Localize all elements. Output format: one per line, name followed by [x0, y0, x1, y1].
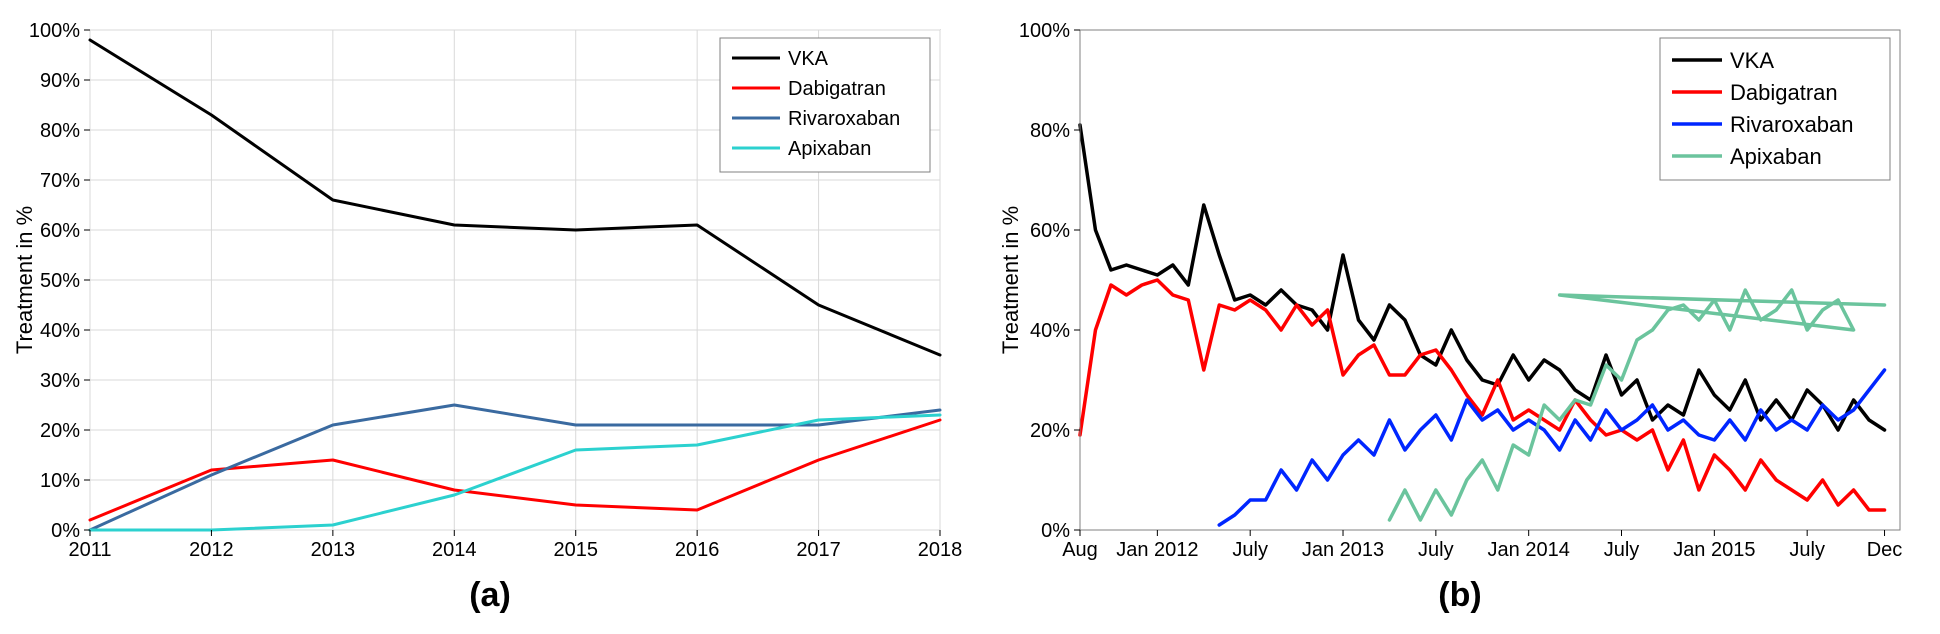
svg-text:2014: 2014 [432, 539, 477, 561]
svg-text:2011: 2011 [68, 539, 111, 561]
svg-text:Rivaroxaban: Rivaroxaban [1730, 112, 1854, 137]
svg-text:July: July [1604, 539, 1640, 561]
svg-text:Dabigatran: Dabigatran [788, 78, 886, 100]
svg-text:50%: 50% [40, 270, 80, 292]
panel-b-label: (b) [1438, 576, 1481, 615]
svg-text:100%: 100% [1019, 20, 1070, 42]
svg-text:80%: 80% [1030, 120, 1070, 142]
svg-text:Dec: Dec [1867, 539, 1903, 561]
chart-b-slot: 0%20%40%60%80%100%AugJan 2012JulyJan 201… [990, 10, 1930, 570]
panel-b: 0%20%40%60%80%100%AugJan 2012JulyJan 201… [990, 10, 1930, 615]
svg-text:90%: 90% [40, 70, 80, 92]
svg-text:Aug: Aug [1062, 539, 1098, 561]
svg-text:VKA: VKA [1730, 48, 1774, 73]
svg-text:100%: 100% [29, 20, 80, 42]
svg-text:20%: 20% [40, 420, 80, 442]
svg-text:July: July [1789, 539, 1825, 561]
chart-a-slot: 0%10%20%30%40%50%60%70%80%90%100%2011201… [10, 10, 970, 570]
svg-text:40%: 40% [40, 320, 80, 342]
svg-text:30%: 30% [40, 370, 80, 392]
svg-text:70%: 70% [40, 170, 80, 192]
svg-text:2017: 2017 [796, 539, 841, 561]
svg-text:Apixaban: Apixaban [788, 138, 871, 160]
svg-text:Jan 2012: Jan 2012 [1116, 539, 1198, 561]
svg-text:2015: 2015 [553, 539, 598, 561]
panel-a: 0%10%20%30%40%50%60%70%80%90%100%2011201… [10, 10, 970, 615]
svg-text:20%: 20% [1030, 420, 1070, 442]
svg-text:2012: 2012 [189, 539, 234, 561]
figure-row: 0%10%20%30%40%50%60%70%80%90%100%2011201… [10, 10, 1930, 615]
svg-text:2018: 2018 [918, 539, 963, 561]
svg-text:July: July [1418, 539, 1454, 561]
svg-text:VKA: VKA [788, 48, 829, 70]
svg-text:10%: 10% [40, 470, 80, 492]
svg-text:80%: 80% [40, 120, 80, 142]
svg-text:2016: 2016 [675, 539, 720, 561]
svg-text:Dabigatran: Dabigatran [1730, 80, 1838, 105]
svg-text:60%: 60% [1030, 220, 1070, 242]
svg-text:Rivaroxaban: Rivaroxaban [788, 108, 900, 130]
svg-text:60%: 60% [40, 220, 80, 242]
svg-text:Jan 2015: Jan 2015 [1673, 539, 1755, 561]
svg-text:2013: 2013 [311, 539, 356, 561]
svg-text:Jan 2013: Jan 2013 [1302, 539, 1384, 561]
svg-text:40%: 40% [1030, 320, 1070, 342]
panel-a-label: (a) [469, 576, 511, 615]
svg-text:July: July [1232, 539, 1268, 561]
svg-text:Treatment in %: Treatment in % [12, 206, 37, 354]
svg-text:Jan 2014: Jan 2014 [1488, 539, 1570, 561]
svg-text:Treatment in %: Treatment in % [998, 206, 1023, 354]
svg-text:Apixaban: Apixaban [1730, 144, 1822, 169]
